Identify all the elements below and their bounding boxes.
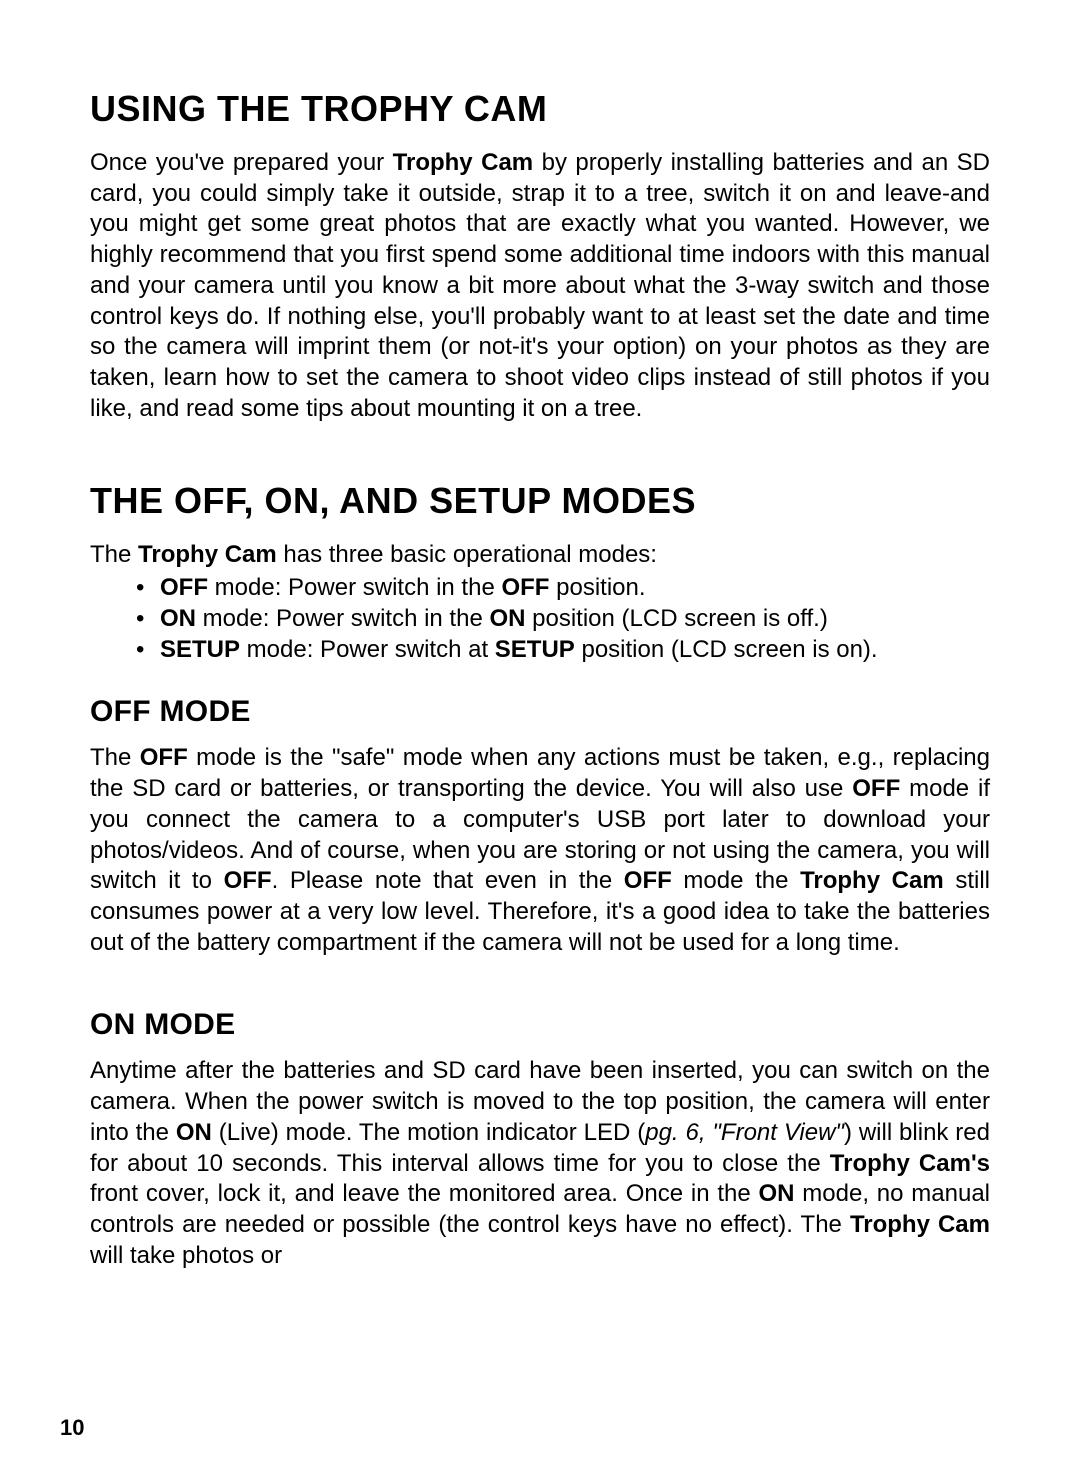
bold-off: OFF bbox=[852, 775, 900, 802]
text: mode: Power switch at bbox=[240, 636, 495, 663]
bold-trophy-cam: Trophy Cam bbox=[800, 867, 944, 894]
on-mode-paragraph: Anytime after the batteries and SD card … bbox=[90, 1056, 990, 1271]
bold-off: OFF bbox=[224, 867, 272, 894]
bold-on: ON bbox=[160, 605, 196, 632]
heading-on-mode: ON MODE bbox=[90, 1008, 990, 1042]
text: by properly installing batteries and an … bbox=[90, 149, 990, 422]
text: The bbox=[90, 541, 138, 568]
intro-paragraph: Once you've prepared your Trophy Cam by … bbox=[90, 148, 990, 424]
bold-off: OFF bbox=[140, 744, 188, 771]
bold-off: OFF bbox=[501, 574, 549, 601]
text: position (LCD screen is off.) bbox=[525, 605, 827, 632]
text: mode: Power switch in the bbox=[208, 574, 501, 601]
heading-off-on-setup-modes: THE OFF, ON, AND SETUP MODES bbox=[90, 480, 990, 522]
list-item: ON mode: Power switch in the ON position… bbox=[160, 604, 990, 635]
text: position. bbox=[549, 574, 645, 601]
bold-trophy-cam: Trophy Cam bbox=[138, 541, 277, 568]
bold-on: ON bbox=[759, 1180, 795, 1207]
page-number: 10 bbox=[60, 1415, 84, 1441]
text: has three basic operational modes: bbox=[277, 541, 657, 568]
text: will take photos or bbox=[90, 1242, 282, 1269]
bold-off: OFF bbox=[624, 867, 672, 894]
bold-off: OFF bbox=[160, 574, 208, 601]
text: mode: Power switch in the bbox=[196, 605, 489, 632]
list-item: OFF mode: Power switch in the OFF positi… bbox=[160, 573, 990, 604]
manual-page: USING THE TROPHY CAM Once you've prepare… bbox=[0, 0, 1080, 1481]
heading-using-trophy-cam: USING THE TROPHY CAM bbox=[90, 88, 990, 130]
bold-on: ON bbox=[489, 605, 525, 632]
bold-setup: SETUP bbox=[495, 636, 575, 663]
modes-intro-line: The Trophy Cam has three basic operation… bbox=[90, 540, 990, 571]
italic-ref: pg. 6, "Front View" bbox=[645, 1119, 844, 1146]
text: Once you've prepared your bbox=[90, 149, 393, 176]
list-item: SETUP mode: Power switch at SETUP positi… bbox=[160, 635, 990, 666]
text: The bbox=[90, 744, 140, 771]
bold-trophy-cams: Trophy Cam's bbox=[830, 1150, 990, 1177]
heading-off-mode: OFF MODE bbox=[90, 695, 990, 729]
bold-trophy-cam: Trophy Cam bbox=[850, 1211, 990, 1238]
text: position (LCD screen is on). bbox=[575, 636, 878, 663]
text: front cover, lock it, and leave the moni… bbox=[90, 1180, 759, 1207]
text: (Live) mode. The motion indicator LED ( bbox=[212, 1119, 645, 1146]
bold-setup: SETUP bbox=[160, 636, 240, 663]
off-mode-paragraph: The OFF mode is the "safe" mode when any… bbox=[90, 743, 990, 958]
modes-list: OFF mode: Power switch in the OFF positi… bbox=[90, 573, 990, 665]
text: . Please note that even in the bbox=[272, 867, 624, 894]
bold-trophy-cam: Trophy Cam bbox=[393, 149, 534, 176]
bold-on: ON bbox=[176, 1119, 212, 1146]
text: mode the bbox=[672, 867, 800, 894]
